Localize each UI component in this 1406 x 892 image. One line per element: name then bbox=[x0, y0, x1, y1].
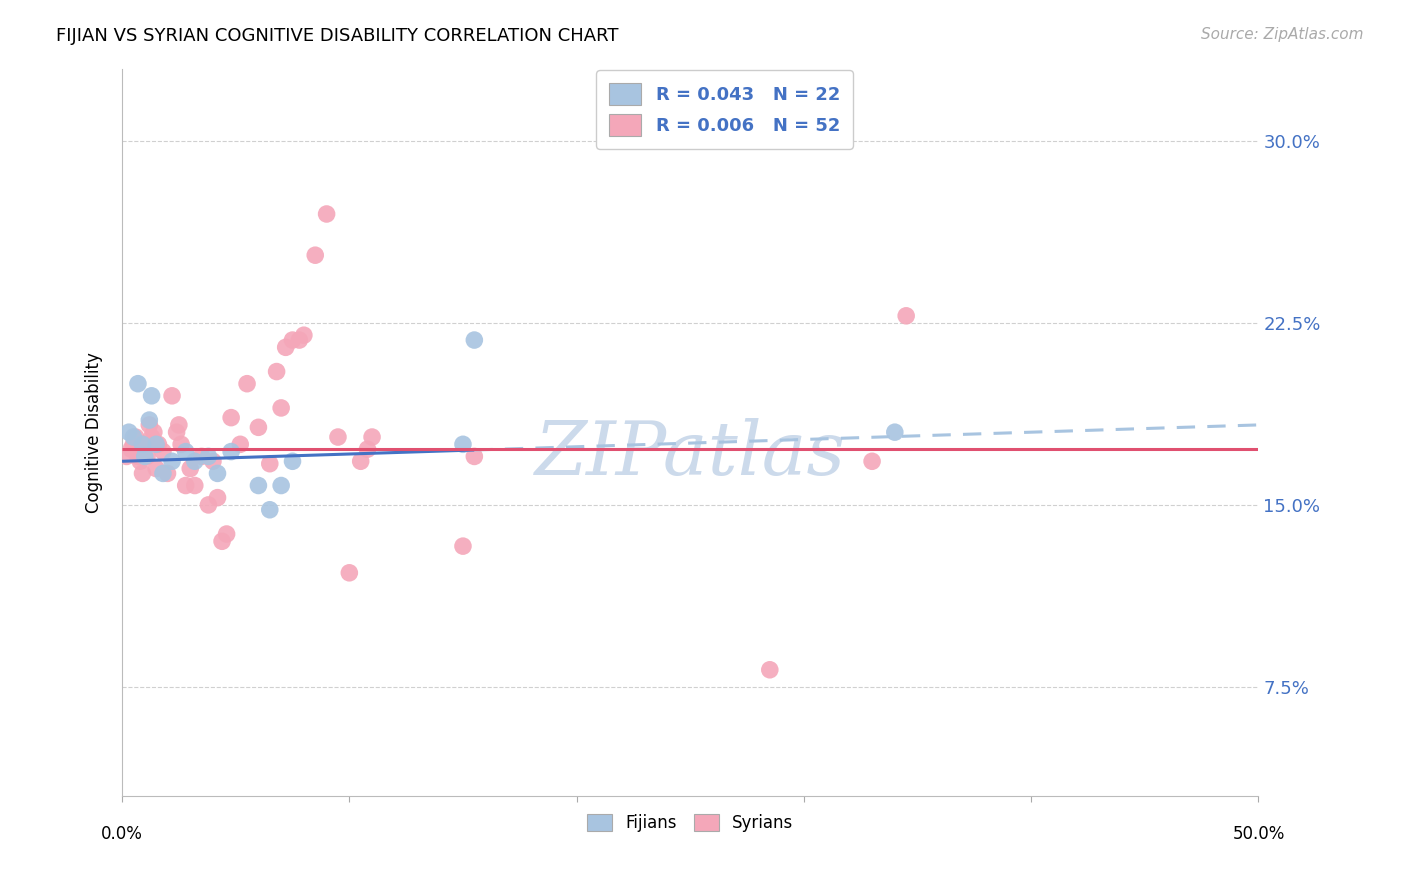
Point bbox=[125, 430, 148, 444]
Point bbox=[759, 663, 782, 677]
Point bbox=[142, 425, 165, 440]
Point bbox=[127, 376, 149, 391]
Point bbox=[152, 444, 174, 458]
Point bbox=[134, 450, 156, 464]
Point bbox=[896, 309, 918, 323]
Point bbox=[451, 437, 474, 451]
Point bbox=[207, 467, 229, 481]
Point bbox=[141, 389, 163, 403]
Point bbox=[315, 207, 337, 221]
Legend: Fijians, Syrians: Fijians, Syrians bbox=[581, 807, 800, 838]
Point bbox=[127, 450, 149, 464]
Point bbox=[156, 467, 179, 481]
Point bbox=[138, 413, 160, 427]
Point bbox=[270, 401, 292, 415]
Point bbox=[184, 478, 207, 492]
Point bbox=[860, 454, 883, 468]
Point bbox=[148, 437, 170, 451]
Point bbox=[463, 333, 485, 347]
Point bbox=[266, 365, 288, 379]
Point bbox=[247, 478, 270, 492]
Point bbox=[136, 450, 159, 464]
Point bbox=[259, 457, 281, 471]
Point bbox=[337, 566, 360, 580]
Point bbox=[170, 437, 193, 451]
Point bbox=[356, 442, 378, 457]
Point bbox=[219, 410, 242, 425]
Point bbox=[138, 417, 160, 432]
Point bbox=[160, 454, 183, 468]
Point bbox=[174, 478, 197, 492]
Point bbox=[145, 437, 167, 451]
Point bbox=[361, 430, 384, 444]
Point bbox=[219, 444, 242, 458]
Point bbox=[115, 450, 138, 464]
Point bbox=[326, 430, 349, 444]
Y-axis label: Cognitive Disability: Cognitive Disability bbox=[86, 351, 103, 513]
Text: Source: ZipAtlas.com: Source: ZipAtlas.com bbox=[1201, 27, 1364, 42]
Point bbox=[274, 340, 297, 354]
Point bbox=[350, 454, 373, 468]
Text: FIJIAN VS SYRIAN COGNITIVE DISABILITY CORRELATION CHART: FIJIAN VS SYRIAN COGNITIVE DISABILITY CO… bbox=[56, 27, 619, 45]
Point bbox=[463, 450, 485, 464]
Point bbox=[184, 454, 207, 468]
Text: ZIPatlas: ZIPatlas bbox=[534, 417, 846, 491]
Point bbox=[166, 425, 188, 440]
Point bbox=[259, 502, 281, 516]
Point bbox=[152, 467, 174, 481]
Point bbox=[281, 333, 304, 347]
Point bbox=[197, 450, 219, 464]
Point bbox=[174, 444, 197, 458]
Point bbox=[197, 498, 219, 512]
Point bbox=[288, 333, 311, 347]
Point bbox=[211, 534, 233, 549]
Text: 50.0%: 50.0% bbox=[1232, 825, 1285, 843]
Point bbox=[215, 527, 238, 541]
Point bbox=[131, 467, 153, 481]
Point bbox=[129, 454, 152, 468]
Point bbox=[190, 450, 212, 464]
Point bbox=[207, 491, 229, 505]
Point bbox=[883, 425, 905, 440]
Point bbox=[304, 248, 326, 262]
Point bbox=[122, 430, 145, 444]
Point bbox=[118, 425, 141, 440]
Point bbox=[160, 389, 183, 403]
Point bbox=[270, 478, 292, 492]
Point bbox=[236, 376, 259, 391]
Point bbox=[201, 454, 224, 468]
Point bbox=[247, 420, 270, 434]
Point bbox=[120, 442, 142, 457]
Point bbox=[292, 328, 315, 343]
Point bbox=[145, 461, 167, 475]
Point bbox=[134, 437, 156, 451]
Point bbox=[141, 430, 163, 444]
Point bbox=[451, 539, 474, 553]
Text: 0.0%: 0.0% bbox=[101, 825, 143, 843]
Point bbox=[281, 454, 304, 468]
Point bbox=[179, 461, 201, 475]
Point bbox=[167, 417, 190, 432]
Point bbox=[131, 437, 153, 451]
Point bbox=[229, 437, 252, 451]
Point bbox=[122, 437, 145, 451]
